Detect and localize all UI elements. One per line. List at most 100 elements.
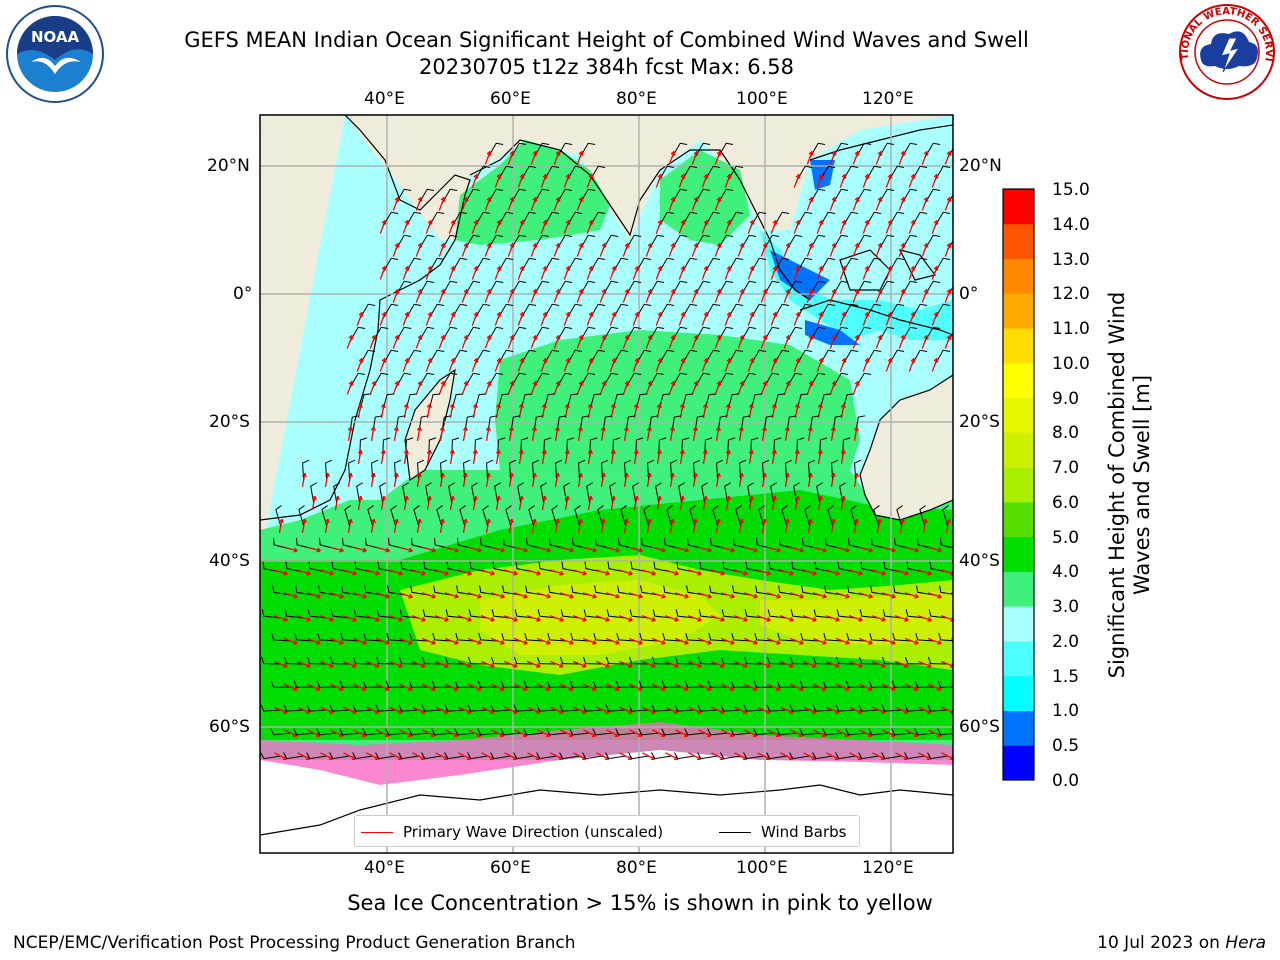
wind-barb — [616, 633, 636, 642]
wave-direction-arrow — [738, 426, 744, 442]
wave-direction-arrow — [790, 729, 804, 737]
wave-direction-arrow — [743, 546, 758, 553]
madagascar — [404, 368, 456, 482]
wave-direction-arrow — [283, 546, 298, 553]
wave-direction-arrow — [471, 265, 479, 280]
wave-direction-arrow — [491, 683, 505, 691]
wave-direction-arrow — [320, 706, 334, 714]
wave-direction-arrow — [284, 729, 298, 737]
wave-direction-arrow — [495, 449, 501, 465]
wind-barb — [283, 656, 304, 665]
wave-direction-arrow — [830, 518, 836, 534]
wave-direction-arrow — [908, 265, 916, 280]
wind-barb — [938, 633, 953, 642]
colorbar-label: Significant Height of Combined Wind Wave… — [1105, 291, 1154, 679]
wave-direction-arrow — [885, 173, 893, 188]
wave-direction-arrow — [484, 334, 492, 349]
wave-direction-arrow — [793, 311, 801, 326]
wave-direction-arrow — [825, 660, 840, 668]
wind-barb — [836, 609, 856, 619]
wave-direction-arrow — [784, 426, 790, 442]
colorbar-segment — [1003, 571, 1034, 607]
wave-direction-arrow — [944, 288, 952, 303]
lon-tick-top: 120°E — [862, 89, 914, 109]
wave-direction-arrow — [789, 637, 804, 645]
wave-direction-arrow — [678, 311, 686, 326]
wave-direction-arrow — [531, 426, 537, 442]
wave-direction-arrow — [725, 495, 731, 511]
wave-direction-arrow — [530, 150, 538, 165]
wave-direction-arrow — [835, 592, 850, 599]
wave-direction-arrow — [582, 637, 597, 645]
colorbar-tick: 9.0 — [1052, 389, 1080, 409]
wave-direction-arrow — [334, 495, 340, 511]
wave-direction-arrow — [807, 426, 813, 442]
wind-barb — [835, 752, 856, 760]
wave-direction-arrow — [628, 592, 643, 599]
wave-direction-arrow — [908, 219, 916, 234]
wind-barb — [528, 505, 535, 527]
wind-barb — [632, 482, 639, 504]
wave-direction-arrow — [366, 706, 380, 714]
wind-barb — [386, 633, 406, 642]
wave-direction-arrow — [622, 242, 630, 257]
wave-direction-arrow — [830, 472, 836, 488]
wave-direction-arrow — [553, 380, 561, 395]
wave-direction-arrow — [554, 426, 560, 442]
wind-barb — [293, 680, 314, 688]
wind-barb — [500, 728, 521, 736]
wave-direction-arrow — [471, 219, 479, 234]
wind-barb — [661, 728, 682, 736]
wind-barb — [789, 752, 810, 760]
wave-direction-arrow — [955, 358, 960, 371]
wave-direction-arrow — [674, 546, 689, 553]
wind-barb — [317, 633, 337, 642]
wind-barb — [513, 752, 534, 760]
wave-direction-arrow — [691, 196, 699, 211]
wave-direction-arrow — [329, 592, 344, 599]
wave-direction-arrow — [536, 592, 551, 599]
wave-direction-arrow — [448, 311, 456, 326]
wind-barb — [812, 704, 833, 712]
wave-direction-arrow — [858, 592, 873, 599]
wave-direction-arrow — [802, 615, 817, 622]
wave-direction-arrow — [379, 265, 387, 280]
wind-barb — [409, 633, 429, 642]
wind-barb — [835, 656, 856, 665]
wind-barb — [540, 482, 547, 504]
wave-direction-arrow — [715, 472, 721, 488]
lon-tick-top: 60°E — [490, 89, 531, 109]
wave-direction-arrow — [927, 546, 942, 553]
wave-direction-arrow — [609, 265, 617, 280]
wind-barb — [870, 585, 889, 596]
wind-barb — [799, 680, 820, 688]
wind-barb — [620, 505, 627, 527]
wind-barb — [270, 680, 291, 688]
wave-direction-arrow — [816, 265, 824, 280]
wave-direction-arrow — [416, 426, 422, 442]
wave-direction-arrow — [848, 615, 863, 622]
wave-direction-arrow — [369, 380, 377, 395]
wave-direction-arrow — [610, 495, 616, 511]
wind-barb — [376, 609, 396, 619]
wave-direction-arrow — [898, 288, 906, 303]
wave-direction-arrow — [898, 196, 906, 211]
wave-direction-arrow — [817, 449, 823, 465]
wind-barb — [574, 505, 581, 527]
wave-direction-arrow — [944, 242, 952, 257]
wind-barb — [684, 728, 705, 736]
wave-direction-arrow — [596, 706, 610, 714]
wave-direction-arrow — [530, 380, 538, 395]
legend-wave-swatch — [361, 832, 393, 833]
wave-direction-arrow — [779, 569, 794, 576]
wave-direction-arrow — [297, 706, 311, 714]
wave-direction-arrow — [365, 569, 380, 576]
wave-direction-arrow — [411, 660, 426, 668]
ocean-cyan-coast — [760, 230, 953, 340]
wave-direction-arrow — [904, 637, 919, 645]
wave-direction-arrow — [885, 219, 893, 234]
wind-barb — [873, 505, 880, 527]
wind-barb — [421, 656, 442, 665]
wind-barb — [721, 609, 741, 619]
wind-barb — [609, 482, 616, 504]
